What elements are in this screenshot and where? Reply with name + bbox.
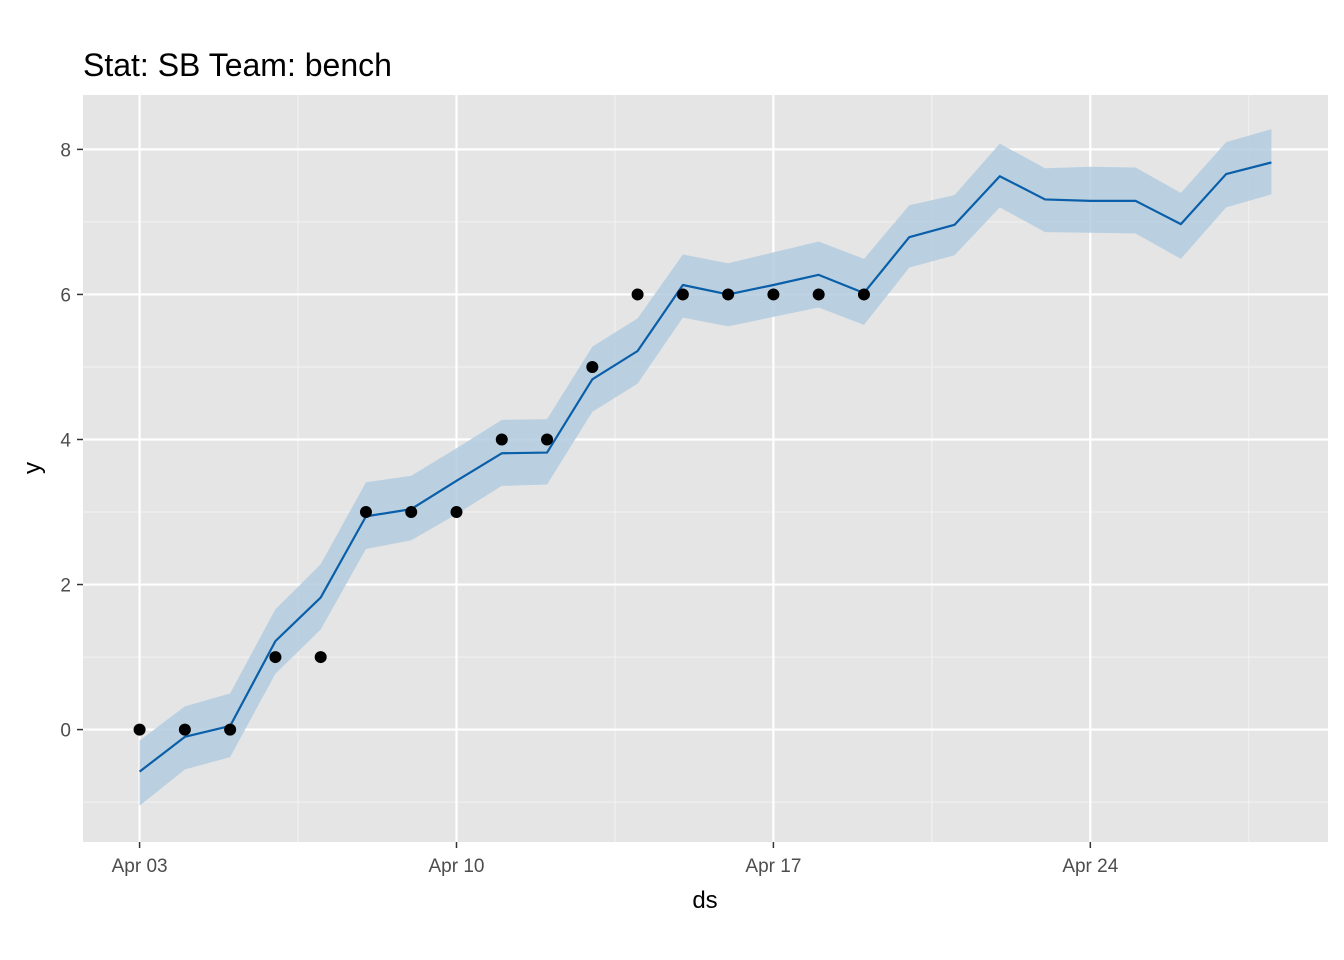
observed-point (812, 288, 825, 301)
x-axis: Apr 03 Apr 10 Apr 17 Apr 24 (112, 842, 1119, 877)
observed-point (495, 433, 508, 446)
y-axis-label: y (19, 462, 46, 474)
x-tick-label: Apr 17 (745, 856, 801, 877)
observed-point (631, 288, 644, 301)
observed-point (314, 651, 327, 664)
observed-point (767, 288, 780, 301)
observed-points-layer (133, 288, 870, 736)
observed-point (405, 506, 418, 519)
uncertainty-band (139, 129, 1272, 806)
x-axis-label: ds (692, 887, 717, 914)
observed-point (450, 506, 463, 519)
forecast-line-layer (138, 161, 1272, 773)
x-tick-label: Apr 03 (112, 856, 168, 877)
y-tick-label: 0 (60, 721, 71, 742)
y-tick-label: 4 (60, 430, 71, 451)
observed-point (586, 360, 599, 373)
observed-point (541, 433, 554, 446)
forecast-line (138, 161, 1272, 773)
chart-title: Stat: SB Team: bench (83, 47, 392, 83)
y-axis: 0 2 4 6 8 (60, 140, 83, 742)
uncertainty-band-layer (139, 129, 1272, 806)
observed-point (857, 288, 870, 301)
observed-point (359, 506, 372, 519)
y-tick-label: 2 (60, 576, 71, 597)
x-tick-label: Apr 10 (429, 856, 485, 877)
observed-point (676, 288, 689, 301)
observed-point (178, 723, 191, 736)
observed-point (224, 723, 237, 736)
observed-point (269, 651, 282, 664)
observed-point (133, 723, 146, 736)
x-tick-label: Apr 24 (1062, 856, 1118, 877)
y-tick-label: 6 (60, 285, 71, 306)
observed-point (722, 288, 735, 301)
y-tick-label: 8 (60, 140, 71, 161)
